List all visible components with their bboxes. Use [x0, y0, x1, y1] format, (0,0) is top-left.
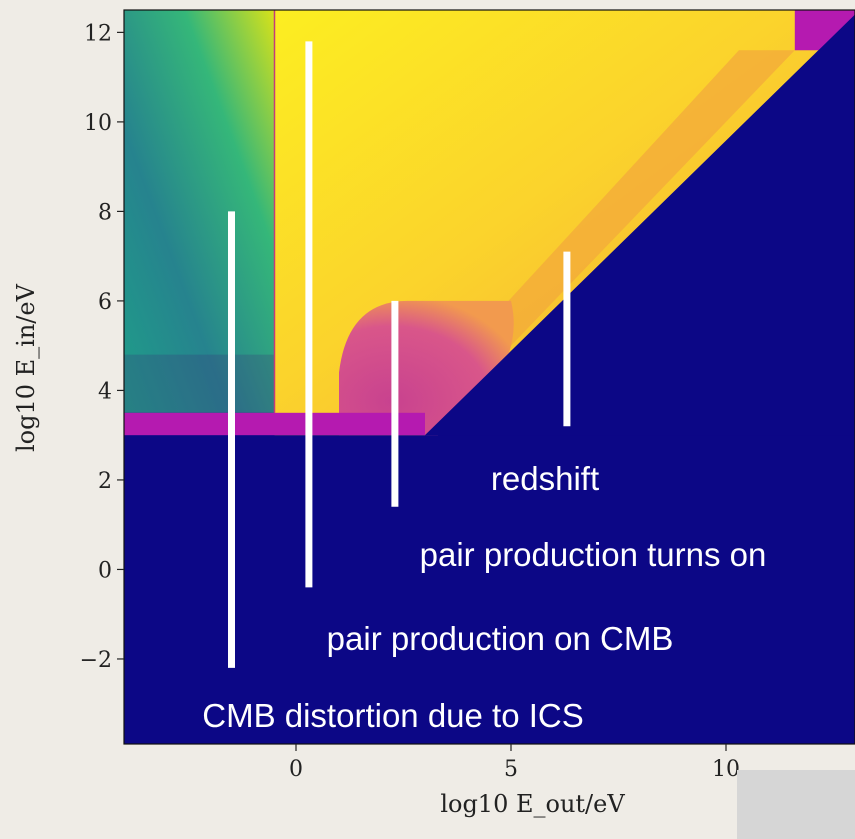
- y-tick-label: −2: [80, 648, 112, 673]
- heatmap-regions: [124, 10, 855, 744]
- y-tick-label: 2: [98, 469, 112, 494]
- corner-overlay: [737, 770, 855, 839]
- x-tick-label: 10: [712, 757, 740, 782]
- annotation-label: redshift: [491, 460, 599, 497]
- y-tick-label: 0: [98, 558, 112, 583]
- x-tick-label: 0: [289, 757, 303, 782]
- plot-area: [124, 10, 855, 744]
- x-tick-label: 5: [504, 757, 518, 782]
- plot-frame: [123, 9, 855, 745]
- y-tick-label: 12: [84, 21, 112, 46]
- y-tick-label: 8: [98, 200, 112, 225]
- region-eout-gt-ein: [425, 14, 855, 436]
- annotation-label: pair production on CMB: [327, 620, 674, 657]
- region-ics-low-stripe: [124, 354, 275, 413]
- y-tick-label: 4: [98, 379, 112, 404]
- annotation-label: pair production turns on: [420, 536, 767, 573]
- annotation-markers: [228, 41, 571, 668]
- region-diagonal-band: [425, 50, 795, 436]
- x-axis-label: log10 E_out/eV: [440, 790, 625, 818]
- y-tick-label: 10: [84, 111, 112, 136]
- axis-ticks: 0 5 10 −2 0 2 4 6 8 10 12: [80, 21, 740, 782]
- annotation-label: CMB distortion due to ICS: [202, 697, 584, 734]
- region-ics-cmb: [124, 10, 275, 413]
- y-axis-label: log10 E_in/eV: [12, 283, 40, 452]
- y-tick-label: 6: [98, 290, 112, 315]
- region-threshold-band: [124, 412, 425, 436]
- annotation-labels: redshift pair production turns on pair pro…: [202, 460, 766, 734]
